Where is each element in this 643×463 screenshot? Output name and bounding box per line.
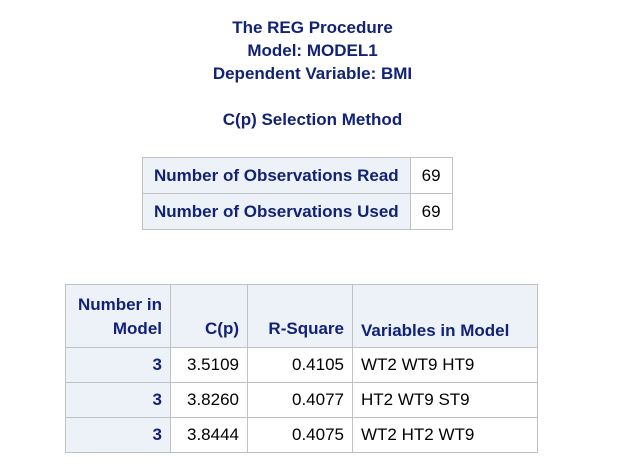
selection-results-table: Number in Model C(p) R-Square Variables … [65,284,538,453]
cell-rsquare: 0.4105 [247,347,353,383]
cell-variables: WT2 WT9 HT9 [352,347,538,383]
procedure-titles: The REG Procedure Model: MODEL1 Dependen… [0,16,625,131]
table-row: 3 3.5109 0.4105 WT2 WT9 HT9 [65,347,538,383]
table-row: Number of Observations Used 69 [142,193,453,230]
dependent-variable-title: Dependent Variable: BMI [212,64,413,83]
cell-number: 3 [65,417,171,453]
cell-variables: WT2 HT2 WT9 [352,417,538,453]
observations-used-label: Number of Observations Used [142,193,411,230]
cell-number: 3 [65,382,171,418]
header-cp: C(p) [170,284,248,348]
cell-rsquare: 0.4077 [247,382,353,418]
procedure-title: The REG Procedure [232,18,393,37]
header-variables: Variables in Model [352,284,538,348]
table-header-row: Number in Model C(p) R-Square Variables … [65,284,538,348]
table-row: 3 3.8444 0.4075 WT2 HT2 WT9 [65,417,538,453]
observations-read-value: 69 [409,157,453,194]
header-number-line1: Number in [77,295,162,314]
cell-cp: 3.5109 [170,347,248,383]
cell-cp: 3.8260 [170,382,248,418]
table-row: Number of Observations Read 69 [142,157,453,194]
model-title: Model: MODEL1 [247,41,378,60]
observations-table: Number of Observations Read 69 Number of… [142,157,453,230]
cell-rsquare: 0.4075 [247,417,353,453]
observations-read-label: Number of Observations Read [142,157,411,194]
header-rsquare: R-Square [247,284,353,348]
header-number-line2: Model [112,319,162,338]
cell-cp: 3.8444 [170,417,248,453]
selection-method-title: C(p) Selection Method [222,110,403,129]
observations-used-value: 69 [409,193,453,230]
header-number-in-model: Number in Model [65,284,171,348]
table-row: 3 3.8260 0.4077 HT2 WT9 ST9 [65,382,538,418]
cell-variables: HT2 WT9 ST9 [352,382,538,418]
cell-number: 3 [65,347,171,383]
